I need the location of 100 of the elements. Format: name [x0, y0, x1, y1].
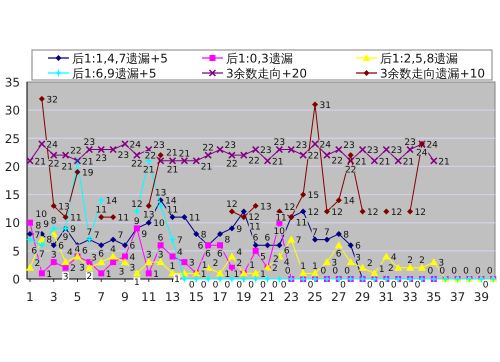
- point: [50, 202, 57, 209]
- point: [394, 264, 402, 271]
- point: [358, 264, 367, 271]
- x-tick-label: 19: [236, 290, 252, 304]
- x-tick-label: 7: [97, 290, 106, 304]
- point: [324, 208, 330, 214]
- y-tick-label: 10: [4, 216, 20, 230]
- point: [252, 242, 259, 248]
- x-tick-label: 35: [426, 290, 442, 304]
- point: [121, 140, 129, 148]
- y-tick-label: 30: [4, 104, 20, 118]
- point: [216, 269, 224, 276]
- point: [50, 151, 58, 159]
- point: [311, 269, 320, 276]
- point: [228, 225, 235, 232]
- x-tick-label: 3: [50, 290, 58, 304]
- point: [146, 202, 152, 209]
- point: [98, 270, 104, 276]
- point: [133, 151, 141, 159]
- point: [311, 140, 319, 148]
- point: [299, 269, 308, 276]
- point: [216, 146, 224, 154]
- x-tick-label: 5: [74, 290, 82, 304]
- point: [144, 258, 153, 266]
- point: [252, 269, 260, 276]
- point: [38, 96, 45, 102]
- point: [26, 230, 33, 237]
- point: [120, 258, 129, 266]
- point: [62, 264, 69, 271]
- point: [193, 230, 200, 237]
- x-tick-label: 27: [331, 290, 346, 304]
- point: [38, 140, 46, 148]
- x-tick-label: 33: [402, 290, 418, 304]
- point: [38, 270, 45, 276]
- point: [252, 248, 259, 254]
- point: [299, 151, 307, 159]
- point: [122, 242, 128, 248]
- x-tick-label: 25: [307, 290, 323, 304]
- point: [276, 146, 284, 154]
- point: [26, 220, 33, 226]
- point: [146, 270, 152, 276]
- point: [240, 214, 247, 220]
- point: [132, 269, 141, 276]
- point: [276, 242, 282, 248]
- point: [168, 157, 176, 165]
- legend-label: 后1:2,5,8遗漏: [380, 52, 458, 66]
- point: [156, 202, 165, 210]
- point: [228, 252, 236, 260]
- x-tick-label: 17: [212, 290, 228, 304]
- point: [181, 214, 188, 220]
- point: [50, 242, 57, 248]
- point: [370, 157, 378, 165]
- point: [418, 264, 426, 271]
- point: [394, 157, 402, 165]
- point: [335, 146, 343, 154]
- point: [192, 157, 200, 165]
- point: [146, 220, 152, 226]
- legend-label: 后1:1,4,7遗漏+5: [72, 52, 168, 66]
- point: [109, 252, 118, 260]
- x-tick-label: 29: [354, 290, 370, 304]
- x-tick-label: 39: [474, 290, 489, 304]
- point: [346, 258, 355, 266]
- point: [110, 214, 116, 220]
- legend-label: 3余数走向遗漏+10: [380, 66, 485, 80]
- point: [158, 152, 164, 158]
- point: [38, 241, 46, 250]
- x-tick-label: 23: [284, 290, 299, 304]
- point: [181, 259, 188, 266]
- x-tick-label: 15: [188, 290, 204, 304]
- point: [132, 207, 141, 216]
- point: [264, 157, 272, 165]
- point: [430, 157, 438, 165]
- y-tick-label: 35: [4, 76, 20, 90]
- point: [26, 157, 34, 165]
- x-tick-label: 21: [260, 290, 276, 304]
- y-tick-label: 0: [12, 272, 20, 286]
- point: [110, 259, 116, 266]
- y-tick-label: 20: [4, 160, 20, 174]
- point: [98, 242, 104, 248]
- x-tick-label: 1: [26, 290, 34, 304]
- point: [62, 258, 70, 266]
- point: [50, 259, 57, 266]
- x-tick-label: 11: [141, 290, 156, 304]
- point: [228, 208, 235, 214]
- point: [406, 264, 414, 271]
- point: [336, 230, 342, 237]
- point: [62, 151, 70, 159]
- point: [170, 214, 176, 220]
- point: [346, 157, 354, 165]
- point: [180, 157, 188, 165]
- point: [228, 151, 236, 159]
- point: [407, 208, 414, 214]
- point: [85, 264, 94, 271]
- x-tick-label: 37: [450, 290, 466, 304]
- point: [336, 197, 342, 204]
- point: [323, 151, 331, 159]
- point: [287, 236, 296, 243]
- point: [240, 208, 247, 214]
- point: [264, 242, 271, 248]
- legend-label: 3余数走向+20: [226, 66, 307, 80]
